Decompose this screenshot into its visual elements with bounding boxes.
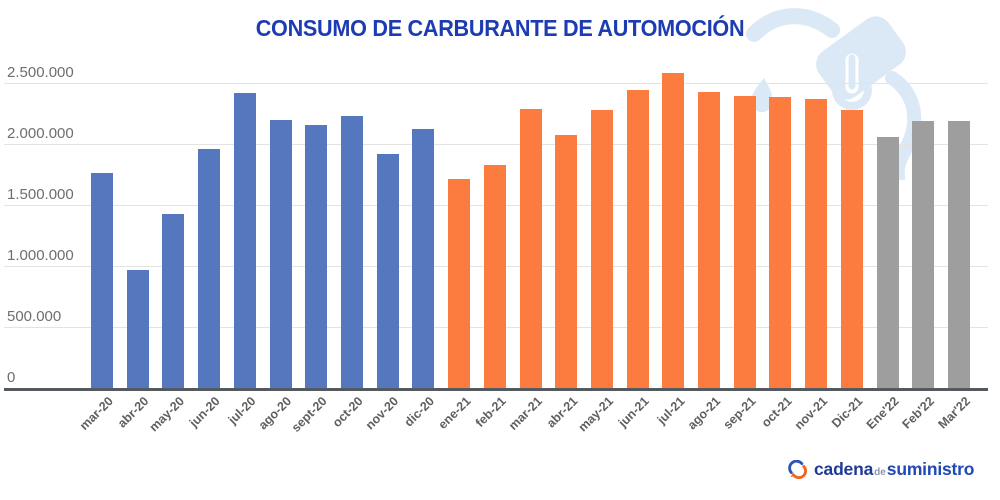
logo-text-suministro: suministro	[886, 459, 975, 479]
x-tick-label: ene-21	[435, 394, 474, 432]
y-tick-label: 2.500.000	[7, 63, 74, 81]
bar-ene-22	[876, 137, 899, 389]
x-tick-label: oct-21	[758, 394, 795, 430]
x-tick-label: Dic-21	[829, 394, 866, 431]
x-tick-label: nov-21	[791, 394, 831, 433]
x-tick-label: sep-21	[720, 394, 759, 432]
bar-abr-21	[555, 134, 578, 389]
x-tick-label: nov-20	[363, 394, 402, 433]
bar-nov-21	[805, 99, 828, 389]
bar-dic-21	[840, 110, 863, 389]
x-tick-label: feb-21	[472, 394, 509, 430]
bar-ago-21	[698, 92, 721, 389]
x-axis-line	[4, 388, 988, 391]
x-tick-label: sept-20	[289, 394, 331, 435]
y-tick-label: 1.500.000	[7, 185, 74, 203]
bar-ene-21	[448, 178, 471, 389]
gridline-2000000	[4, 144, 988, 146]
bar-dic-20	[412, 128, 435, 389]
x-tick-label: dic-20	[401, 394, 438, 430]
y-tick-label: 500.000	[7, 307, 62, 325]
logo: cadena de suministro	[788, 459, 974, 480]
bar-mar-21	[519, 109, 542, 389]
y-tick-label: 0	[7, 369, 16, 386]
x-tick-label: ago-20	[256, 394, 295, 433]
bar-feb-22	[912, 121, 935, 389]
bar-jun-21	[626, 89, 649, 389]
bar-mar-22	[948, 121, 971, 389]
x-tick-label: jun-21	[615, 394, 652, 430]
bar-jul-21	[662, 72, 685, 389]
x-tick-label: Mar'22	[935, 394, 973, 432]
chart-title: CONSUMO DE CARBURANTE DE AUTOMOCIÓN	[255, 15, 745, 41]
bar-ago-20	[269, 120, 292, 389]
bar-abr-20	[126, 270, 149, 389]
x-tick-label: jul-21	[654, 394, 688, 427]
logo-text-cadena: cadena	[814, 459, 874, 479]
bar-nov-20	[376, 154, 399, 389]
bar-sep-21	[733, 95, 756, 389]
bar-may-20	[162, 214, 185, 389]
logo-text-de: de	[874, 467, 886, 478]
x-tick-label: abr-21	[543, 394, 581, 431]
x-tick-label: may-21	[575, 394, 616, 435]
x-tick-label: mar-20	[77, 394, 116, 433]
gridline-2500000	[4, 83, 988, 84]
x-tick-label: oct-20	[329, 394, 366, 430]
bar-feb-21	[483, 165, 506, 389]
x-tick-label: Ene'22	[863, 394, 902, 433]
x-tick-label: mar-21	[505, 394, 545, 433]
x-tick-label: jun-20	[187, 394, 224, 430]
bar-jun-20	[198, 149, 221, 389]
bar-oct-21	[769, 96, 792, 389]
bar-jul-20	[233, 93, 256, 389]
logo-cycle-icon	[788, 460, 807, 479]
bar-mar-20	[91, 172, 113, 389]
bar-oct-20	[340, 116, 363, 389]
x-tick-label: jul-20	[225, 394, 259, 427]
bar-sept-20	[305, 125, 328, 389]
y-tick-label: 1.000.000	[7, 246, 74, 264]
x-tick-label: Feb'22	[899, 394, 938, 432]
bar-may-21	[590, 110, 613, 389]
y-tick-label: 2.000.000	[7, 124, 74, 142]
x-tick-label: may-20	[146, 394, 188, 435]
x-tick-label: ago-21	[684, 394, 723, 433]
